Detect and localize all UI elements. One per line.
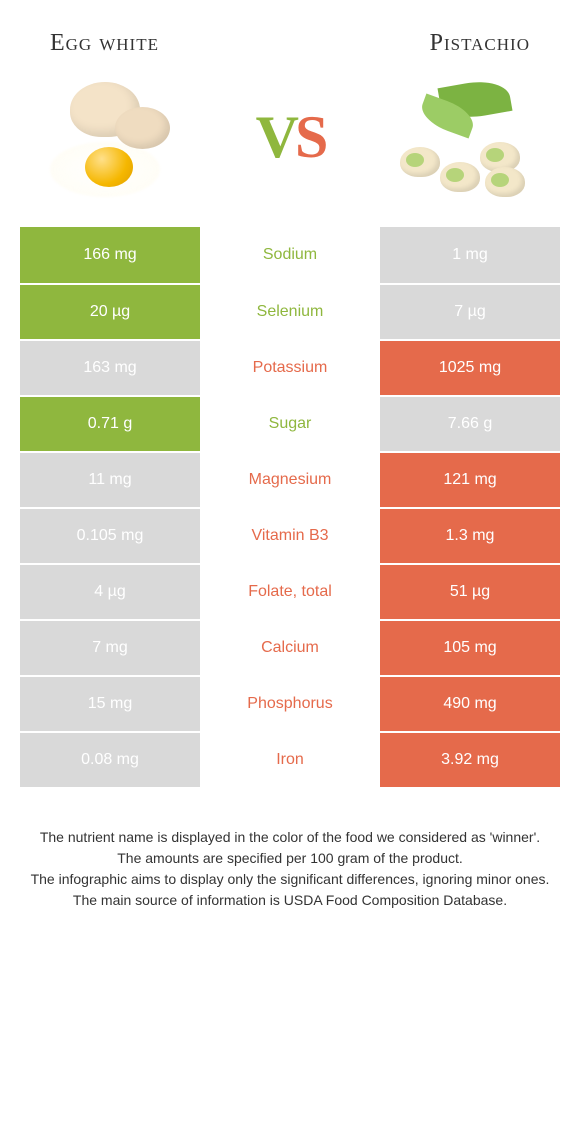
nutrient-label: Sugar (200, 397, 380, 451)
left-value: 11 mg (20, 453, 200, 507)
right-value: 7.66 g (380, 397, 560, 451)
nutrient-label: Sodium (200, 227, 380, 283)
right-value: 121 mg (380, 453, 560, 507)
table-row: 11 mgMagnesium121 mg (20, 451, 560, 507)
nutrient-label: Potassium (200, 341, 380, 395)
left-value: 7 mg (20, 621, 200, 675)
table-row: 4 µgFolate, total51 µg (20, 563, 560, 619)
left-value: 166 mg (20, 227, 200, 283)
right-value: 51 µg (380, 565, 560, 619)
table-row: 0.105 mgVitamin B31.3 mg (20, 507, 560, 563)
title-right: Pistachio (430, 30, 530, 57)
nutrient-label: Vitamin B3 (200, 509, 380, 563)
nutrient-label: Magnesium (200, 453, 380, 507)
footer-line-1: The nutrient name is displayed in the co… (20, 827, 560, 848)
nutrient-label: Selenium (200, 285, 380, 339)
egg-white-image (40, 77, 190, 197)
table-row: 0.71 gSugar7.66 g (20, 395, 560, 451)
left-value: 15 mg (20, 677, 200, 731)
table-row: 166 mgSodium1 mg (20, 227, 560, 283)
footer-line-2: The amounts are specified per 100 gram o… (20, 848, 560, 869)
left-value: 0.105 mg (20, 509, 200, 563)
table-row: 0.08 mgIron3.92 mg (20, 731, 560, 787)
right-value: 7 µg (380, 285, 560, 339)
footer-line-3: The infographic aims to display only the… (20, 869, 560, 890)
left-value: 163 mg (20, 341, 200, 395)
footer-notes: The nutrient name is displayed in the co… (0, 787, 580, 911)
table-row: 163 mgPotassium1025 mg (20, 339, 560, 395)
vs-s: S (295, 104, 324, 170)
nutrient-label: Folate, total (200, 565, 380, 619)
table-row: 15 mgPhosphorus490 mg (20, 675, 560, 731)
left-value: 4 µg (20, 565, 200, 619)
right-value: 1025 mg (380, 341, 560, 395)
vs-v: V (256, 104, 295, 170)
footer-line-4: The main source of information is USDA F… (20, 890, 560, 911)
pistachio-image (390, 77, 540, 197)
right-value: 490 mg (380, 677, 560, 731)
right-value: 1.3 mg (380, 509, 560, 563)
table-row: 20 µgSelenium7 µg (20, 283, 560, 339)
vs-label: VS (256, 103, 325, 172)
nutrient-label: Iron (200, 733, 380, 787)
right-value: 3.92 mg (380, 733, 560, 787)
right-value: 105 mg (380, 621, 560, 675)
title-left: Egg white (50, 30, 159, 57)
nutrient-label: Phosphorus (200, 677, 380, 731)
left-value: 0.08 mg (20, 733, 200, 787)
right-value: 1 mg (380, 227, 560, 283)
table-row: 7 mgCalcium105 mg (20, 619, 560, 675)
left-value: 20 µg (20, 285, 200, 339)
nutrient-label: Calcium (200, 621, 380, 675)
comparison-table: 166 mgSodium1 mg20 µgSelenium7 µg163 mgP… (20, 227, 560, 787)
left-value: 0.71 g (20, 397, 200, 451)
